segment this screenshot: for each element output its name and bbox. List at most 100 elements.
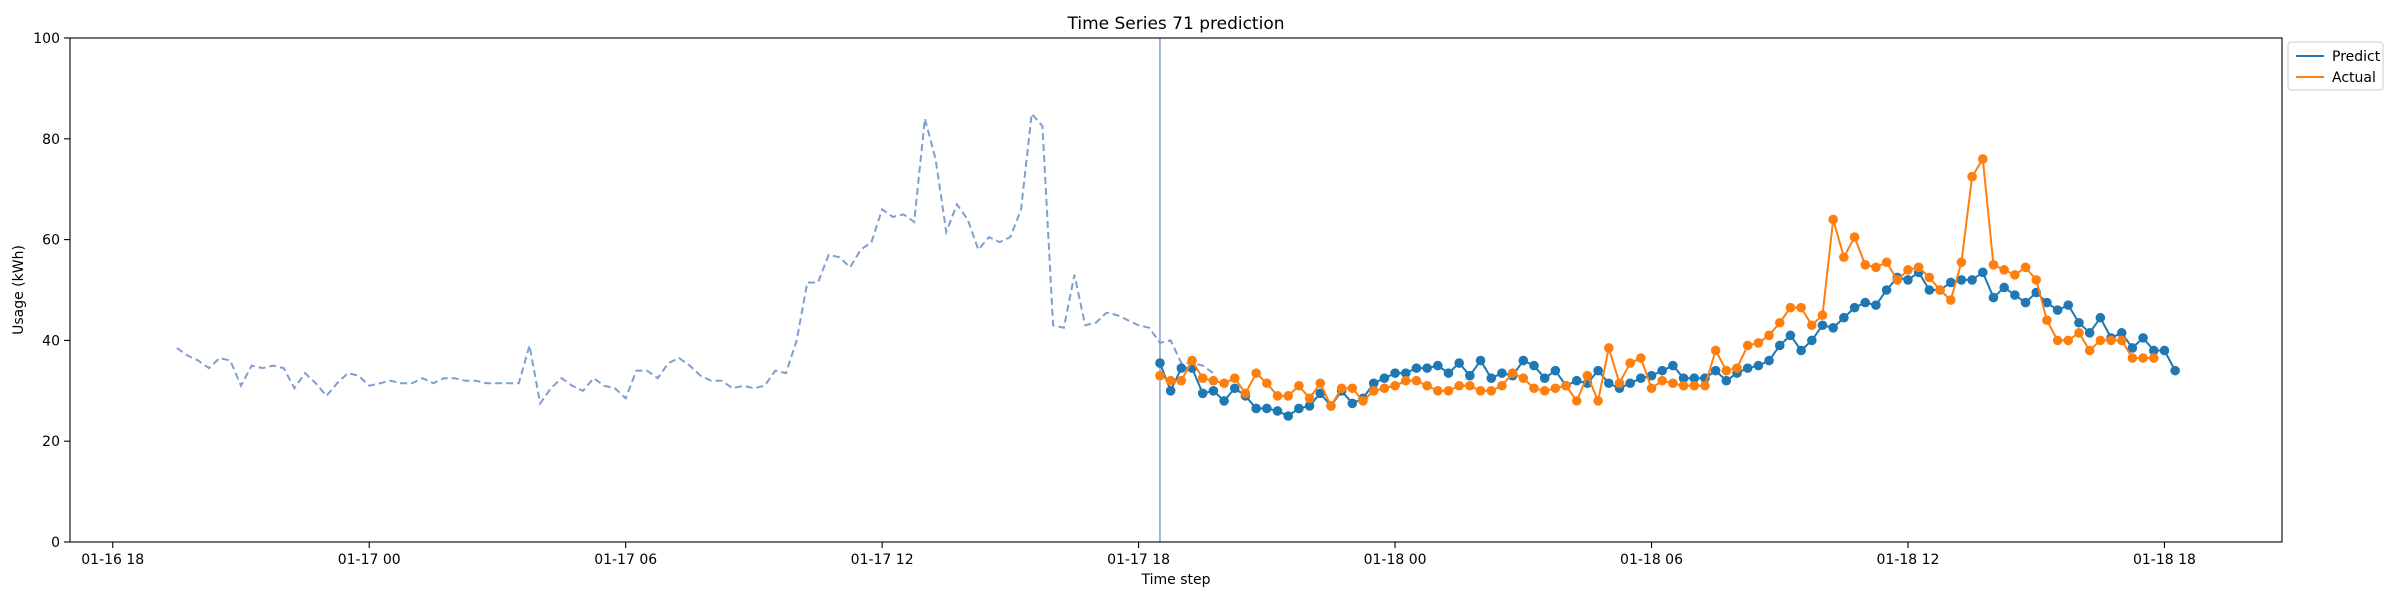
data-point [2170,365,2180,376]
x-tick-label: 01-18 18 [2133,552,2196,568]
data-point [1774,317,1785,328]
data-point [1518,355,1529,366]
data-point [1315,378,1326,389]
data-point [1839,252,1849,263]
data-point [1710,345,1721,356]
data-point [1796,302,1806,313]
data-point [1988,260,1999,270]
data-point [1657,375,1668,386]
data-point [1807,335,1817,346]
data-point [1272,406,1283,416]
x-tick-label: 01-16 18 [81,552,144,568]
data-point [1304,393,1315,404]
data-point [2010,270,2020,280]
data-point [1539,373,1550,384]
data-point [1710,365,1721,376]
data-point [1433,360,1443,371]
y-tick-label: 100 [33,31,60,47]
data-point [1165,375,1176,386]
data-point [1379,383,1390,394]
data-point [1625,378,1635,389]
data-point [1411,375,1422,386]
data-point [1785,302,1796,313]
data-point [1999,282,2009,293]
data-point [1582,370,1593,381]
data-point [1924,272,1935,283]
data-point [1400,375,1411,386]
data-point [1571,375,1582,386]
data-point [1593,396,1603,406]
y-axis-label: Usage (kWh) [11,245,27,335]
y-tick-label: 20 [42,434,60,450]
data-point [1411,363,1422,373]
data-point [2074,317,2084,328]
actual-series-line [1159,155,2154,409]
data-point [1593,365,1603,376]
data-point [1197,388,1208,399]
data-point [2063,335,2074,346]
history-series-line [176,111,1214,406]
y-tick-label: 80 [42,132,60,148]
axes-frame [69,37,2283,543]
data-point [1454,380,1464,391]
data-point [1678,380,1689,391]
data-point [1945,295,1956,305]
data-point [1668,360,1678,371]
data-point [1839,312,1849,323]
data-point [1219,396,1229,406]
data-point [1155,370,1165,381]
data-point [1443,386,1454,396]
data-point [1454,358,1464,368]
data-point [2074,328,2084,338]
data-point [1817,310,1828,321]
data-point [1881,257,1892,268]
data-point [1689,373,1700,384]
plot-area [176,38,2180,542]
data-point [1742,363,1753,373]
data-point [1379,373,1390,384]
data-point [1187,355,1197,366]
data-point [1422,363,1432,373]
data-point [1272,391,1283,401]
data-point [1240,388,1251,399]
data-point [1197,373,1208,384]
data-point [1678,373,1689,384]
data-point [1262,378,1272,389]
data-point [2020,262,2031,273]
data-point [1881,285,1892,295]
data-point [1368,386,1379,396]
actual-series-markers [1155,154,2159,411]
data-point [1967,275,1977,285]
data-point [1903,275,1913,285]
data-point [1465,370,1475,381]
data-point [1336,383,1347,394]
data-point [1764,355,1774,366]
data-point [2042,297,2052,308]
data-point [1956,275,1967,285]
data-point [2010,290,2020,300]
data-point [1689,380,1700,391]
data-point [1999,265,2009,275]
x-tick-label: 01-18 00 [1364,552,1427,568]
data-point [2084,328,2095,338]
data-point [1614,378,1625,389]
legend-label-actual: Actual [2332,70,2376,86]
y-tick-label: 40 [42,333,60,349]
data-point [2031,275,2042,285]
data-point [1860,260,1871,270]
data-point [1422,380,1432,391]
data-point [1849,302,1860,313]
data-point [1945,277,1956,288]
data-point [2095,335,2106,346]
data-point [1871,300,1881,310]
data-point [2138,333,2148,343]
data-point [1732,363,1742,373]
data-point [1326,401,1336,411]
data-point [1913,262,1924,273]
axes: 0 20 40 60 80 100 01-16 18 01-17 00 01-17 06 01-1… [33,31,2283,568]
data-point [1742,340,1753,351]
data-point [1700,380,1710,391]
data-point [1636,373,1646,384]
data-point [1518,373,1529,384]
